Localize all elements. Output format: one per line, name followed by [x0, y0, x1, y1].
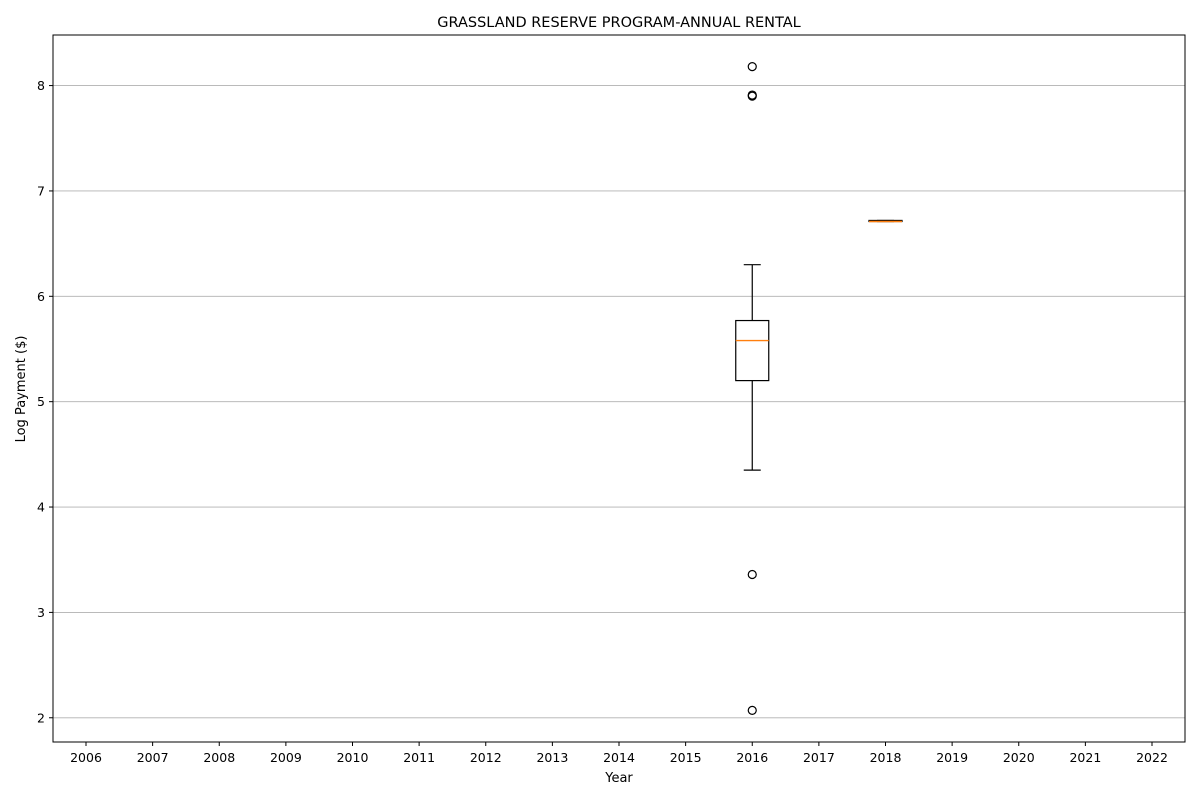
x-tick-label: 2010 [337, 750, 369, 765]
grid-lines [53, 85, 1185, 719]
x-axis-ticks: 2006 2007 2008 2009 2010 2011 2012 2013 2014 2015… [70, 742, 1168, 765]
x-tick-label: 2013 [536, 750, 568, 765]
y-tick-label: 4 [37, 500, 45, 515]
y-axis-label: Log Payment ($) [14, 336, 29, 443]
outlier-point [747, 569, 757, 580]
y-tick-label: 3 [37, 605, 45, 620]
box-iqr [735, 319, 770, 382]
y-tick-label: 5 [37, 394, 45, 409]
box-2018 [868, 219, 903, 223]
x-tick-label: 2014 [603, 750, 635, 765]
box-2016 [735, 62, 770, 715]
x-tick-label: 2015 [670, 750, 702, 765]
x-tick-label: 2018 [870, 750, 902, 765]
chart-title: GRASSLAND RESERVE PROGRAM-ANNUAL RENTAL [437, 15, 801, 31]
x-tick-label: 2021 [1069, 750, 1101, 765]
outlier-point [747, 62, 757, 72]
plot-frame [52, 34, 1186, 743]
x-tick-label: 2009 [270, 750, 302, 765]
y-tick-label: 7 [37, 183, 45, 198]
x-tick-label: 2020 [1003, 750, 1035, 765]
x-tick-label: 2022 [1136, 750, 1168, 765]
box-plots [735, 62, 903, 715]
x-tick-label: 2019 [936, 750, 968, 765]
outlier-point [747, 705, 757, 715]
y-tick-label: 2 [37, 710, 45, 725]
x-tick-label: 2012 [470, 750, 502, 765]
y-axis-ticks: 2 3 4 5 6 7 8 [37, 78, 53, 725]
x-tick-label: 2007 [137, 750, 169, 765]
x-tick-label: 2006 [70, 750, 102, 765]
outlier-point [747, 91, 757, 101]
y-tick-label: 8 [37, 78, 45, 93]
x-tick-label: 2008 [203, 750, 235, 765]
y-tick-label: 6 [37, 289, 45, 304]
x-axis-label: Year [604, 771, 633, 786]
x-tick-label: 2017 [803, 750, 835, 765]
x-tick-label: 2016 [736, 750, 768, 765]
x-tick-label: 2011 [403, 750, 435, 765]
